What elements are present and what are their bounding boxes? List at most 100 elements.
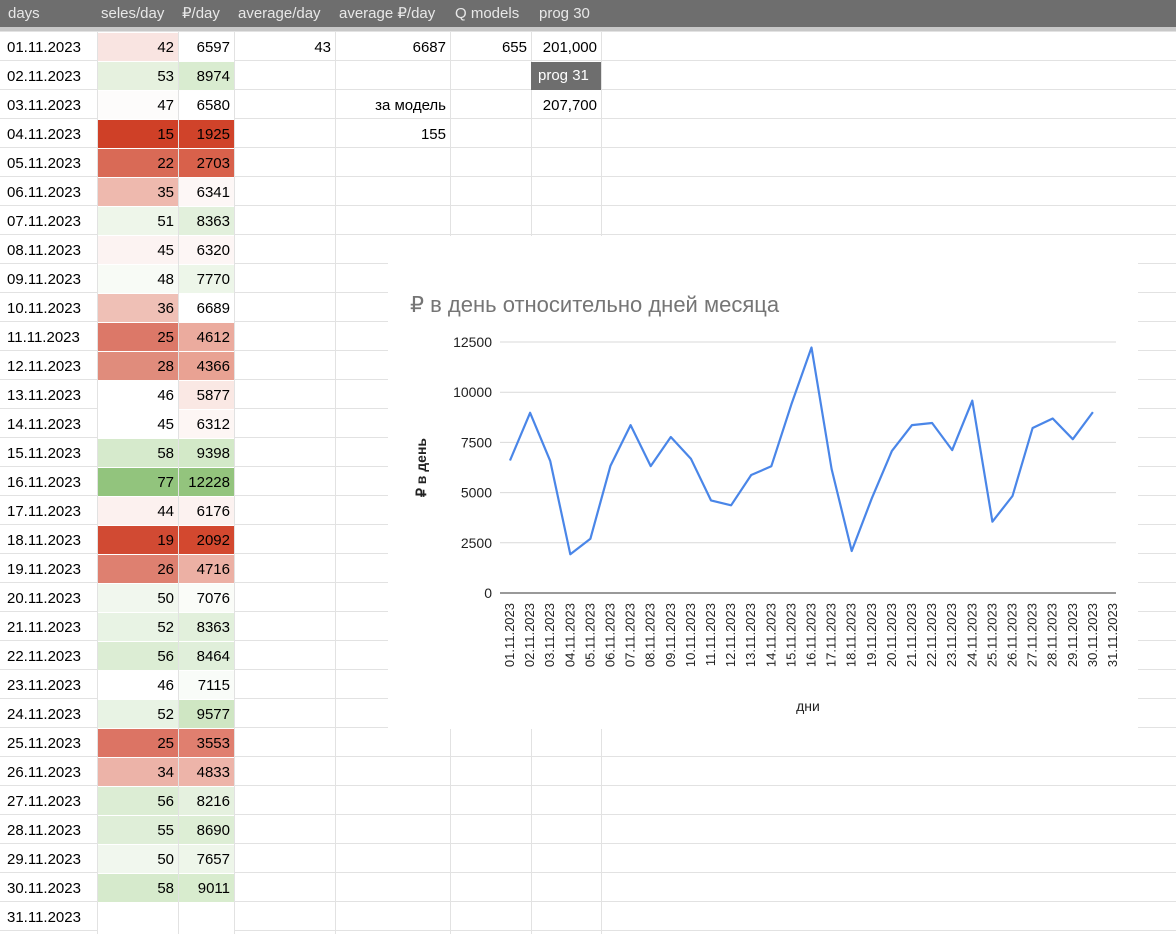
- rub-per-day-cell[interactable]: 8690: [179, 816, 234, 844]
- rub-per-day-cell[interactable]: 6580: [179, 91, 234, 119]
- sales-per-day-cell[interactable]: 50: [98, 845, 178, 873]
- avg-day-value[interactable]: 43: [314, 39, 331, 56]
- date-cell[interactable]: 23.11.2023: [7, 677, 81, 694]
- rub-per-day-cell[interactable]: 4612: [179, 323, 234, 351]
- prog31-value[interactable]: 207,700: [542, 97, 597, 114]
- rub-per-day-cell[interactable]: 4716: [179, 555, 234, 583]
- prog30-value[interactable]: 201,000: [542, 39, 597, 56]
- date-cell[interactable]: 13.11.2023: [7, 387, 81, 404]
- sales-per-day-cell[interactable]: 51: [98, 207, 178, 235]
- header-prog-30[interactable]: prog 30: [539, 5, 590, 22]
- date-cell[interactable]: 10.11.2023: [7, 300, 81, 317]
- sales-per-day-cell[interactable]: 15: [98, 120, 178, 148]
- rub-per-day-cell[interactable]: 8363: [179, 207, 234, 235]
- date-cell[interactable]: 02.11.2023: [7, 68, 81, 85]
- date-cell[interactable]: 14.11.2023: [7, 416, 81, 433]
- date-cell[interactable]: 30.11.2023: [7, 880, 81, 897]
- sales-per-day-cell[interactable]: 52: [98, 613, 178, 641]
- date-cell[interactable]: 15.11.2023: [7, 445, 81, 462]
- sales-per-day-cell[interactable]: 28: [98, 352, 178, 380]
- per-model-label[interactable]: за модель: [375, 97, 446, 114]
- rub-per-day-cell[interactable]: 6597: [179, 33, 234, 61]
- date-cell[interactable]: 27.11.2023: [7, 793, 81, 810]
- sales-per-day-cell[interactable]: 56: [98, 642, 178, 670]
- sales-per-day-cell[interactable]: 52: [98, 700, 178, 728]
- sales-per-day-cell[interactable]: 48: [98, 265, 178, 293]
- rub-per-day-cell[interactable]: 9398: [179, 439, 234, 467]
- date-cell[interactable]: 11.11.2023: [7, 329, 80, 346]
- date-cell[interactable]: 06.11.2023: [7, 184, 81, 201]
- sales-per-day-cell[interactable]: 36: [98, 294, 178, 322]
- sales-per-day-cell[interactable]: 47: [98, 91, 178, 119]
- rub-per-day-cell[interactable]: 8216: [179, 787, 234, 815]
- rub-per-day-cell[interactable]: 6689: [179, 294, 234, 322]
- sales-per-day-cell[interactable]: 46: [98, 381, 178, 409]
- header-days[interactable]: days: [8, 5, 40, 22]
- rub-per-day-cell[interactable]: 8974: [179, 62, 234, 90]
- date-cell[interactable]: 26.11.2023: [7, 764, 81, 781]
- date-cell[interactable]: 19.11.2023: [7, 561, 81, 578]
- date-cell[interactable]: 03.11.2023: [7, 97, 81, 114]
- rub-per-day-cell[interactable]: 7770: [179, 265, 234, 293]
- rub-per-day-cell[interactable]: 6176: [179, 497, 234, 525]
- date-cell[interactable]: 31.11.2023: [7, 909, 81, 926]
- rub-per-day-cell[interactable]: 2092: [179, 526, 234, 554]
- sales-per-day-cell[interactable]: 44: [98, 497, 178, 525]
- avg-rub-day-value[interactable]: 6687: [412, 39, 446, 56]
- rub-per-day-cell[interactable]: 4833: [179, 758, 234, 786]
- date-cell[interactable]: 24.11.2023: [7, 706, 81, 723]
- rub-per-day-cell[interactable]: 4366: [179, 352, 234, 380]
- rub-per-day-cell[interactable]: 7657: [179, 845, 234, 873]
- sales-per-day-cell[interactable]: 46: [98, 671, 178, 699]
- date-cell[interactable]: 07.11.2023: [7, 213, 81, 230]
- rub-per-day-cell[interactable]: 7115: [179, 671, 234, 699]
- sales-per-day-cell[interactable]: 77: [98, 468, 178, 496]
- rub-per-day-cell[interactable]: 7076: [179, 584, 234, 612]
- sales-per-day-cell[interactable]: 55: [98, 816, 178, 844]
- date-cell[interactable]: 21.11.2023: [7, 619, 81, 636]
- sales-per-day-cell[interactable]: 19: [98, 526, 178, 554]
- date-cell[interactable]: 18.11.2023: [7, 532, 81, 549]
- rub-per-day-cell[interactable]: [179, 903, 234, 931]
- header-average-rub-day[interactable]: average ₽/day: [339, 5, 436, 22]
- date-cell[interactable]: 04.11.2023: [7, 126, 81, 143]
- sales-per-day-cell[interactable]: 53: [98, 62, 178, 90]
- rub-per-day-cell[interactable]: 8363: [179, 613, 234, 641]
- sales-per-day-cell[interactable]: 42: [98, 33, 178, 61]
- rub-per-day-cell[interactable]: 6341: [179, 178, 234, 206]
- header-rub-day[interactable]: ₽/day: [182, 5, 220, 22]
- sales-per-day-cell[interactable]: 35: [98, 178, 178, 206]
- date-cell[interactable]: 01.11.2023: [7, 39, 81, 56]
- sales-per-day-cell[interactable]: [98, 903, 178, 931]
- date-cell[interactable]: 05.11.2023: [7, 155, 81, 172]
- sales-per-day-cell[interactable]: 56: [98, 787, 178, 815]
- rub-per-day-cell[interactable]: 8464: [179, 642, 234, 670]
- line-chart[interactable]: ₽ в день относительно дней месяца 0 2500 5…: [388, 236, 1138, 729]
- sales-per-day-cell[interactable]: 22: [98, 149, 178, 177]
- q-models-value[interactable]: 655: [501, 39, 527, 56]
- header-sales-day[interactable]: seles/day: [101, 5, 165, 22]
- date-cell[interactable]: 28.11.2023: [7, 822, 81, 839]
- date-cell[interactable]: 17.11.2023: [7, 503, 81, 520]
- date-cell[interactable]: 16.11.2023: [7, 474, 81, 491]
- header-average-day[interactable]: average/day: [238, 5, 321, 22]
- sales-per-day-cell[interactable]: 50: [98, 584, 178, 612]
- date-cell[interactable]: 20.11.2023: [7, 590, 81, 607]
- date-cell[interactable]: 25.11.2023: [7, 735, 81, 752]
- rub-per-day-cell[interactable]: 6312: [179, 410, 234, 438]
- rub-per-day-cell[interactable]: 9011: [179, 874, 234, 902]
- per-model-value[interactable]: 155: [420, 126, 446, 143]
- rub-per-day-cell[interactable]: 3553: [179, 729, 234, 757]
- sales-per-day-cell[interactable]: 26: [98, 555, 178, 583]
- rub-per-day-cell[interactable]: 9577: [179, 700, 234, 728]
- rub-per-day-cell[interactable]: 6320: [179, 236, 234, 264]
- sales-per-day-cell[interactable]: 58: [98, 874, 178, 902]
- date-cell[interactable]: 22.11.2023: [7, 648, 81, 665]
- sales-per-day-cell[interactable]: 45: [98, 236, 178, 264]
- rub-per-day-cell[interactable]: 1925: [179, 120, 234, 148]
- header-q-models[interactable]: Q models: [455, 5, 520, 22]
- prog31-label[interactable]: prog 31: [531, 62, 601, 90]
- date-cell[interactable]: 09.11.2023: [7, 271, 81, 288]
- sales-per-day-cell[interactable]: 58: [98, 439, 178, 467]
- sales-per-day-cell[interactable]: 25: [98, 729, 178, 757]
